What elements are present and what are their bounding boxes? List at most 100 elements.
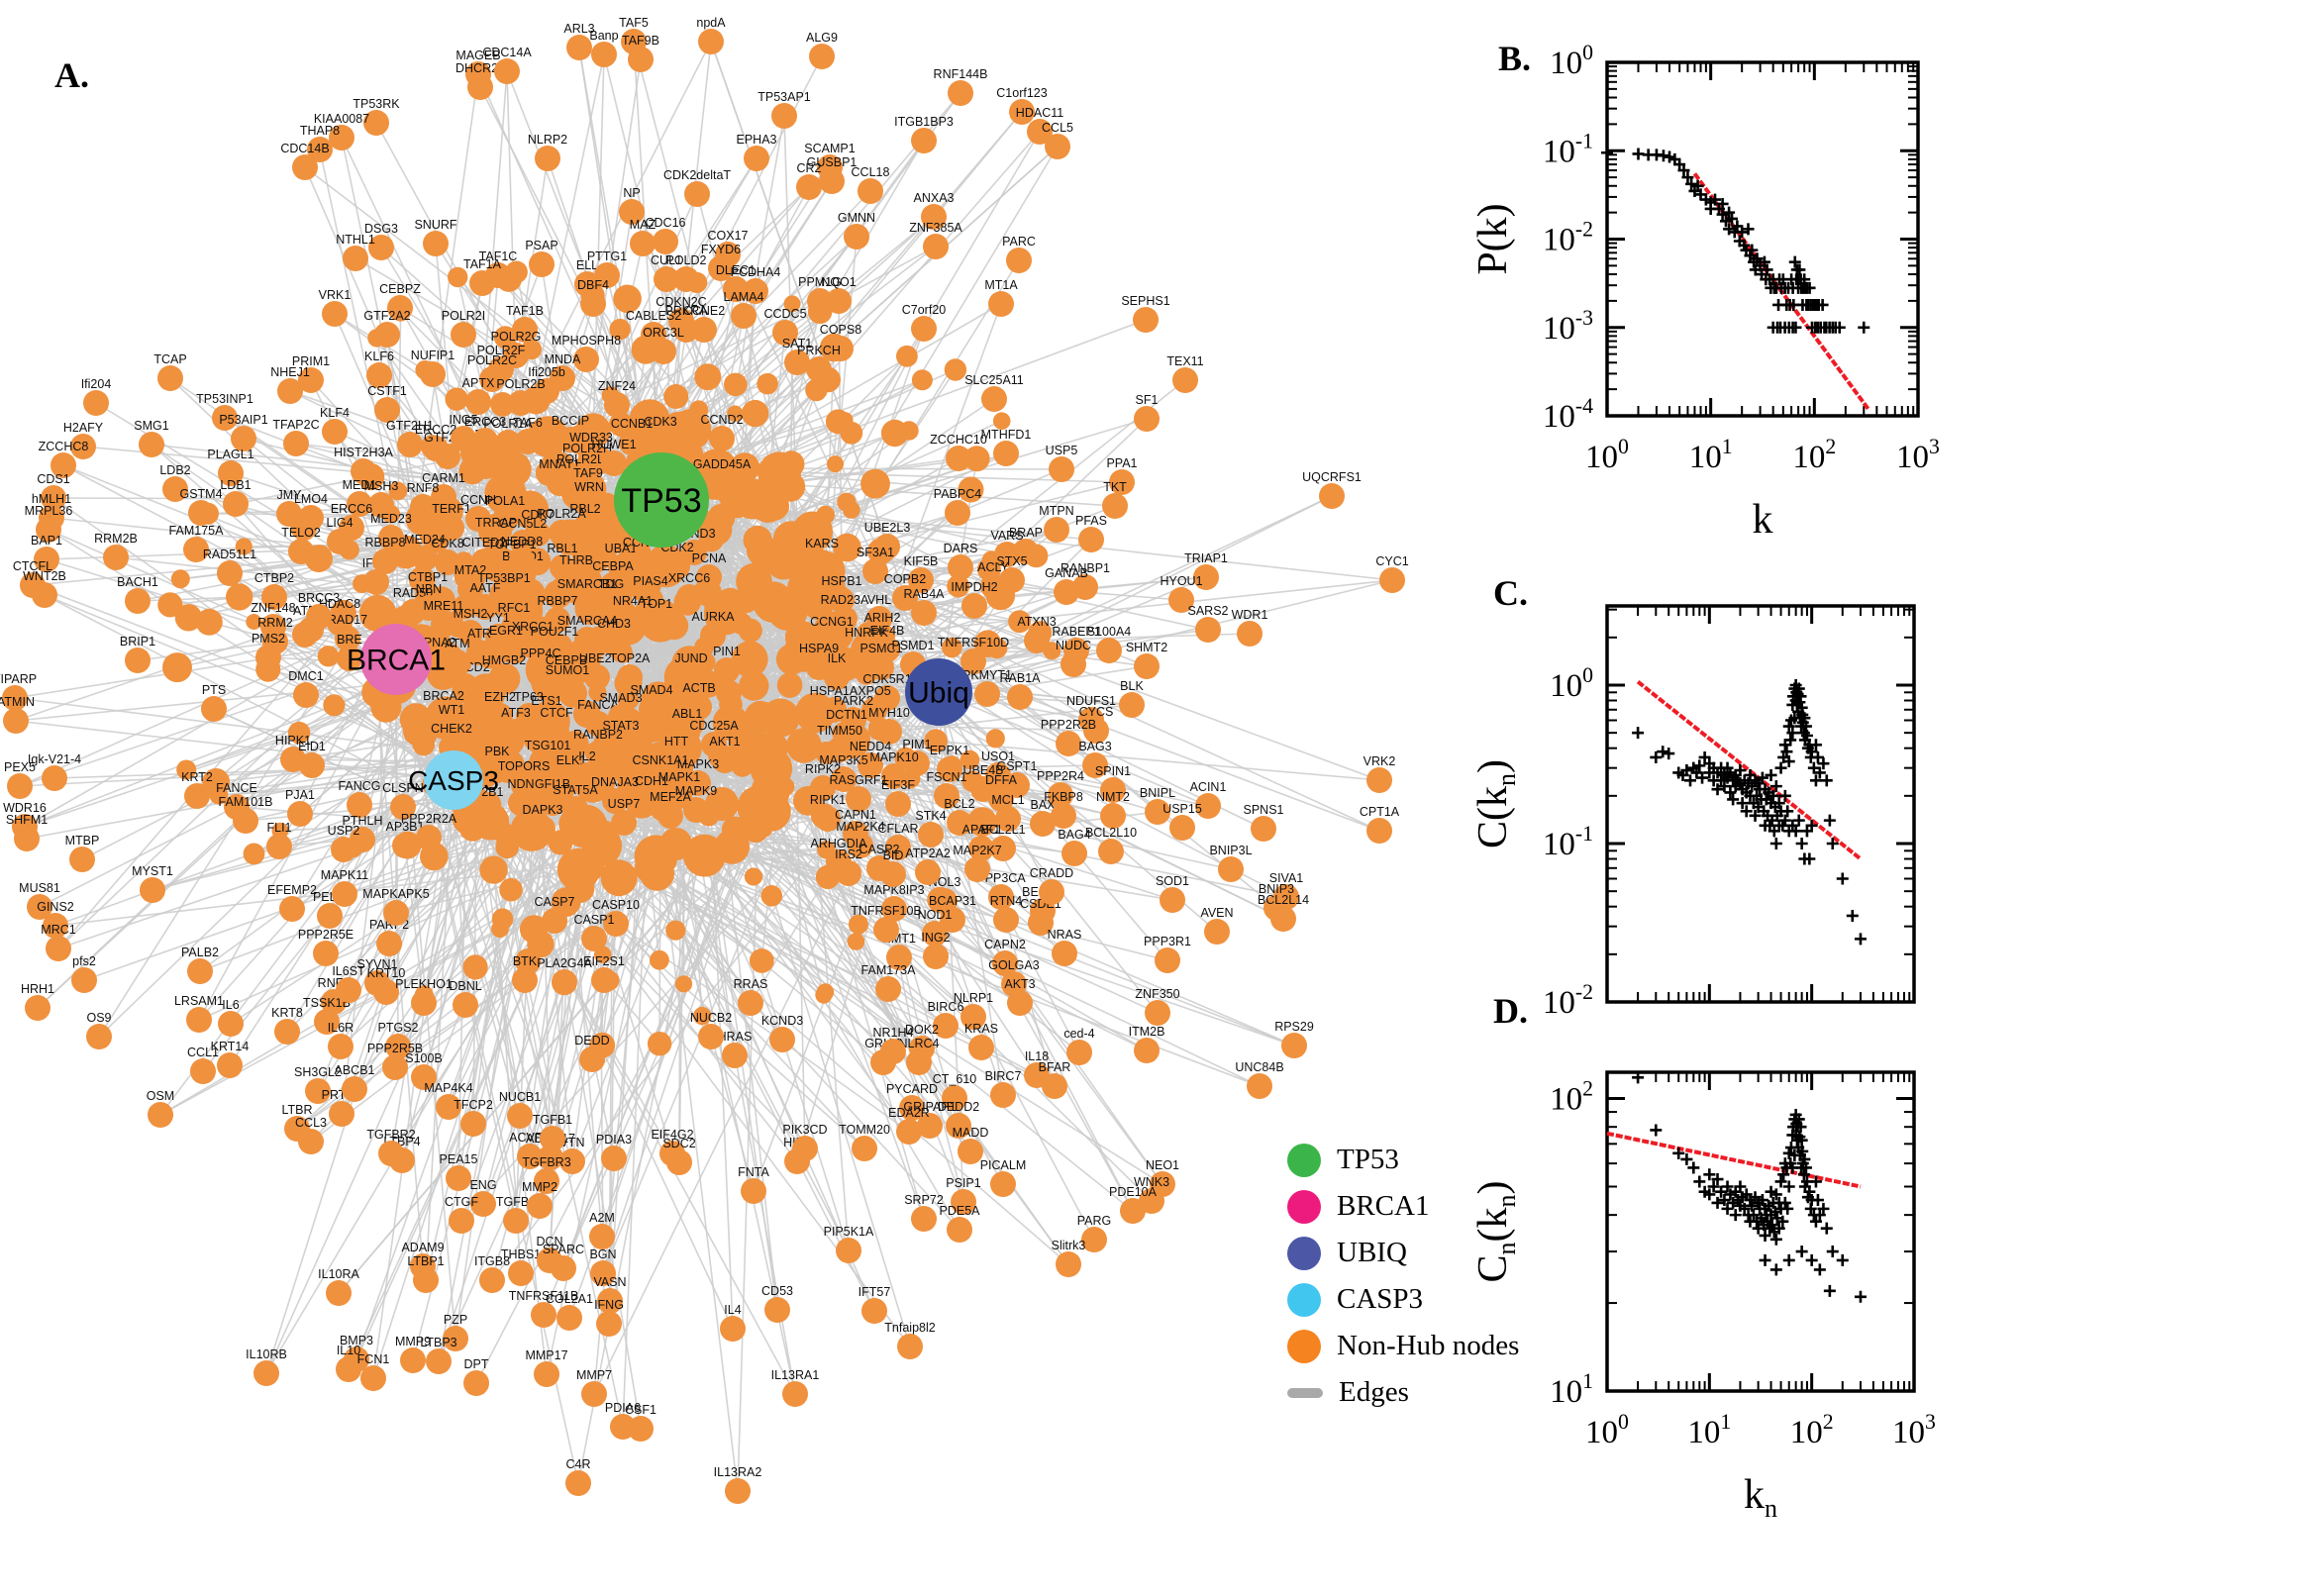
node-label: MAPK11 (321, 868, 368, 882)
node-circle (1048, 782, 1073, 808)
node-label: MAP2K4 (836, 820, 884, 834)
node-label: UBE4B (963, 763, 1004, 777)
network-node: MRE11 (424, 599, 463, 638)
node-circle (993, 907, 1019, 933)
node-circle (628, 47, 654, 72)
node-label: ERCC2 (415, 423, 456, 437)
network-node: SDC2 (662, 1137, 696, 1175)
node-label: RIPK2 (805, 762, 841, 776)
node-circle (363, 569, 389, 595)
network-node: PLEKHO1 (395, 977, 453, 1016)
network-node: NTHL1 (336, 233, 375, 271)
network-node: TP53INP1 (196, 392, 253, 431)
node-circle (435, 444, 460, 469)
node-label: MAPKAPK5 (362, 887, 429, 901)
network-node: GSTM4 (179, 487, 223, 526)
node-label: POLR2F (477, 344, 526, 357)
node-label: STAT3 (602, 719, 639, 733)
hub-node-tp53: TP53 (614, 452, 709, 548)
node-label: BRCA2 (423, 689, 464, 703)
node-label: MEF2A (650, 790, 691, 804)
network-node: SRP72 (904, 1193, 944, 1232)
network-node: TOMM20 (839, 1123, 890, 1161)
node-label: ZCCHC8 (39, 440, 89, 453)
node-label: CYCS (1079, 705, 1114, 719)
network-node: EZH2 (484, 690, 516, 729)
y-axis-label: C(kn) (1470, 759, 1521, 848)
node-label: HIPK1 (275, 734, 311, 748)
node-circle (3, 708, 29, 734)
node-label: TNFRSF11B (509, 1289, 579, 1303)
node-circle (591, 967, 617, 993)
node-label: RABEP1 (1052, 625, 1100, 639)
node-circle (940, 907, 965, 933)
network-node: IL6 (218, 998, 244, 1037)
network-node: SHFM1 (6, 813, 48, 851)
node-circle (596, 1311, 622, 1337)
node-circle (535, 146, 560, 171)
node-label: SHMT2 (1126, 641, 1167, 654)
node-circle (868, 654, 894, 680)
node-circle (1366, 818, 1392, 844)
node-label: TAF9 (573, 466, 603, 480)
node-label: HRH1 (21, 982, 54, 996)
node-label: CASP10 (592, 898, 640, 912)
node-label: NR1H4 (873, 1026, 914, 1040)
network-node: CSTF1 (367, 384, 407, 423)
node-circle (906, 1049, 932, 1075)
network-node: GFI1B (535, 777, 570, 816)
network-node: PARC (1002, 235, 1036, 273)
network-node: RRAS (734, 977, 767, 1016)
node-circle (517, 1144, 543, 1169)
network-node: MPHOSPH8 (552, 334, 621, 372)
network-node: TP53RK (353, 97, 400, 136)
node-label: BCL2L14 (1258, 893, 1309, 907)
node-circle (1051, 803, 1076, 829)
legend-label: UBIQ (1337, 1237, 1407, 1268)
x-tick-label: 102 (1792, 435, 1836, 475)
network-node: PCNA (692, 551, 727, 590)
network-node: TOP1 (641, 597, 672, 636)
node-circle (1054, 579, 1079, 605)
node-circle (373, 979, 399, 1005)
hub-label: CASP3 (408, 765, 499, 796)
node-circle (836, 1238, 861, 1263)
network-node: MSH2 (454, 607, 487, 646)
network-node: SPIN1 (1095, 764, 1131, 803)
node-circle (738, 990, 763, 1016)
node-label: HSPA1A (810, 684, 858, 698)
network-node: CSNK1A1 (633, 753, 689, 792)
network-node: TGFB1 (533, 1113, 572, 1151)
node-label: ING2 (921, 931, 950, 945)
network-node: ZNF24 (598, 379, 636, 418)
node-circle (423, 231, 449, 256)
network-node: SLC25A11 (964, 373, 1024, 412)
network-node: DBNL (449, 979, 482, 1018)
node-circle (298, 1129, 324, 1154)
node-label: RAD51L1 (203, 548, 256, 561)
network-node: IL6R (328, 1021, 354, 1059)
node-label: ING5 (449, 413, 477, 427)
node-circle (836, 860, 861, 886)
node-label: PDE10A (1109, 1185, 1158, 1199)
network-node: P53AIP1 (219, 413, 268, 451)
network-node: HUWE1 (591, 438, 637, 476)
node-circle (581, 926, 607, 951)
node-circle (1145, 1000, 1170, 1026)
node-circle (298, 367, 324, 393)
node-label: USP7 (608, 797, 641, 811)
network-node: DEDD (574, 1034, 610, 1072)
network-node: A2M (589, 1211, 615, 1249)
node-circle (676, 584, 702, 610)
node-circle (917, 1113, 943, 1139)
network-node: PPP2R5B (367, 1042, 423, 1080)
node-label: NDUFS1 (1066, 694, 1116, 708)
node-circle (934, 783, 960, 809)
plot-frame (1605, 60, 1920, 418)
network-node: SMAD3 (599, 691, 643, 730)
node-label: PPP2R4 (1037, 769, 1084, 783)
node-label: TCAP (153, 352, 186, 366)
network-node: BLK (1119, 679, 1145, 718)
network-node: PARG (1077, 1214, 1111, 1252)
